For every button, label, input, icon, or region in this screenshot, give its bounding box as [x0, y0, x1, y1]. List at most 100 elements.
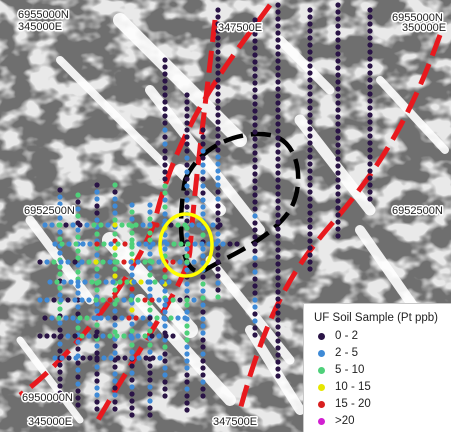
sample-point — [94, 322, 100, 328]
sample-point — [215, 14, 221, 20]
sample-point — [129, 307, 135, 313]
svg-text:345000E: 345000E — [18, 21, 62, 33]
sample-point — [275, 198, 281, 204]
svg-text:345000E: 345000E — [28, 416, 72, 428]
sample-point — [215, 42, 221, 48]
sample-point — [200, 309, 206, 315]
sample-point — [162, 120, 168, 126]
sample-point — [215, 259, 221, 265]
sample-point — [215, 105, 221, 111]
sample-point — [215, 91, 221, 97]
sample-point — [57, 264, 63, 270]
sample-point — [275, 79, 281, 85]
sample-point — [252, 164, 258, 170]
sample-point — [335, 198, 341, 204]
sample-point — [252, 108, 258, 114]
sample-point — [184, 379, 190, 385]
sample-point — [112, 245, 118, 251]
sample-point — [215, 273, 221, 279]
sample-point — [275, 58, 281, 64]
sample-point — [335, 191, 341, 197]
sample-point — [184, 99, 190, 105]
sample-point — [112, 266, 118, 272]
sample-point — [157, 355, 163, 361]
sample-point — [307, 77, 313, 83]
coord-label-bottom-left-e: 345000E — [28, 416, 72, 428]
sample-point — [175, 315, 181, 321]
sample-point — [112, 182, 118, 188]
sample-point — [367, 196, 373, 202]
sample-point — [112, 203, 118, 209]
sample-point — [162, 183, 168, 189]
sample-point — [367, 42, 373, 48]
sample-point — [112, 189, 118, 195]
sample-point — [142, 259, 148, 265]
sample-point — [307, 154, 313, 160]
sample-point — [200, 141, 206, 147]
sample-point — [367, 112, 373, 118]
svg-text:350000E: 350000E — [402, 22, 446, 34]
svg-text:347500E: 347500E — [213, 416, 257, 428]
sample-point — [75, 279, 81, 285]
sample-point — [215, 77, 221, 83]
sample-point — [215, 119, 221, 125]
sample-point — [184, 106, 190, 112]
sample-point — [129, 391, 135, 397]
sample-point — [275, 275, 281, 281]
sample-point — [42, 315, 48, 321]
sample-point — [200, 288, 206, 294]
sample-point — [307, 119, 313, 125]
sample-point — [37, 259, 43, 265]
sample-point — [307, 35, 313, 41]
sample-point — [47, 279, 53, 285]
sample-point — [129, 370, 135, 376]
sample-point — [121, 259, 127, 265]
sample-point — [112, 329, 118, 335]
sample-point — [162, 141, 168, 147]
coord-label-bottom-left-n: 6950000N — [22, 392, 73, 404]
sample-point — [58, 333, 64, 339]
sample-point — [307, 98, 313, 104]
sample-point — [163, 333, 169, 339]
sample-point — [184, 190, 190, 196]
svg-text:6955000N: 6955000N — [18, 9, 69, 21]
fault-line-north — [18, 3, 273, 398]
sample-point — [162, 85, 168, 91]
sample-point — [57, 376, 63, 382]
sample-point — [307, 126, 313, 132]
sample-point — [93, 259, 99, 265]
sample-point — [252, 304, 258, 310]
sample-point — [367, 49, 373, 55]
sample-point — [184, 253, 190, 259]
sample-point — [335, 219, 341, 225]
sample-point — [152, 279, 158, 285]
sample-point — [252, 17, 258, 23]
sample-point — [52, 355, 58, 361]
sample-point — [335, 128, 341, 134]
sample-point — [252, 234, 258, 240]
sample-point — [185, 241, 191, 247]
sample-point — [184, 302, 190, 308]
sample-point — [307, 161, 313, 167]
sample-point — [147, 222, 153, 228]
sample-point — [215, 168, 221, 174]
sample-point — [200, 379, 206, 385]
sample-point — [200, 351, 206, 357]
sample-point — [275, 44, 281, 50]
sample-point — [335, 233, 341, 239]
sample-point — [200, 253, 206, 259]
sample-point — [129, 230, 135, 236]
sample-point — [307, 112, 313, 118]
sample-point — [200, 148, 206, 154]
sample-point — [215, 294, 221, 300]
sample-point — [184, 297, 190, 303]
sample-point — [143, 241, 149, 247]
sample-point — [367, 182, 373, 188]
sample-point — [184, 155, 190, 161]
sample-point — [215, 252, 221, 258]
sample-point — [252, 157, 258, 163]
sample-point — [200, 365, 206, 371]
sample-point — [162, 176, 168, 182]
sample-point — [80, 355, 86, 361]
